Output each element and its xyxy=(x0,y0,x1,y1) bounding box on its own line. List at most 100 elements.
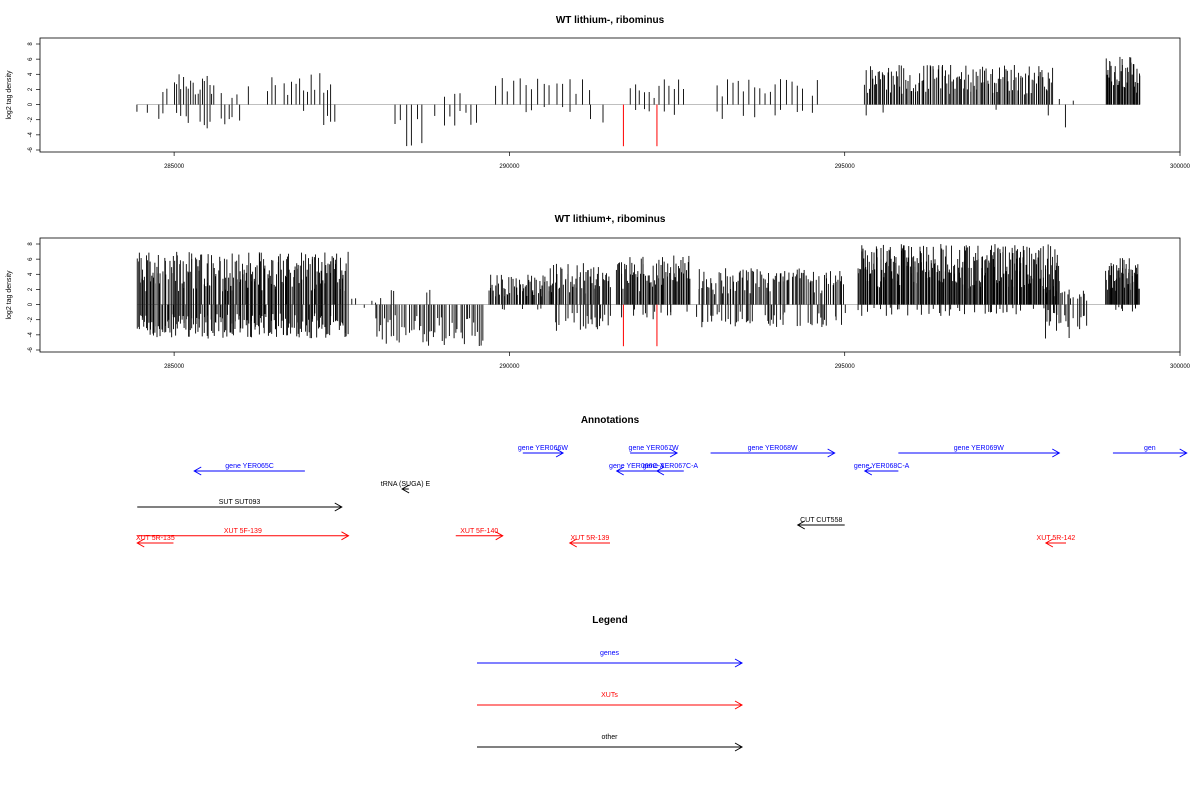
arrow-head xyxy=(827,448,836,458)
y-tick-label: -6 xyxy=(28,347,34,353)
feature-label: gene YER067W xyxy=(629,445,679,452)
y-tick-label: 8 xyxy=(28,242,34,246)
x-axis-ticks: 285000 290000 295000 300000 xyxy=(164,352,1191,370)
arrow-head xyxy=(334,502,343,512)
feature-label: XUT 5F-139 xyxy=(224,528,262,535)
feature-label: XUT 5R-139 xyxy=(570,535,609,542)
arrow-head xyxy=(193,466,202,476)
legend-item: other xyxy=(477,734,744,752)
y-tick-label: 2 xyxy=(28,287,34,291)
y-tick-label: -4 xyxy=(28,132,34,138)
arrow-head xyxy=(1179,448,1188,458)
arrow-head xyxy=(1052,448,1061,458)
x-tick-label: 290000 xyxy=(499,364,520,370)
annotation-feature: gene YER067W xyxy=(629,445,679,458)
track-panel-lithium-minus: WT lithium-, ribominus log2 tag density … xyxy=(6,15,1191,170)
feature-label: XUT 5R-135 xyxy=(136,535,175,542)
legend: Legend genes XUTs other xyxy=(477,615,744,752)
y-axis-ticks: -6 -4 -2 0 2 4 6 8 xyxy=(28,242,40,353)
feature-label: gene YER067C-A xyxy=(643,463,699,470)
annotation-feature: gene YER069W xyxy=(898,445,1061,458)
feature-label: tRNA (SUGA) E xyxy=(381,481,431,488)
x-axis-ticks: 285000 290000 295000 300000 xyxy=(164,152,1191,170)
x-tick-label: 295000 xyxy=(835,364,856,370)
y-tick-label: 4 xyxy=(28,72,34,76)
annotation-feature: gene YER068C-A xyxy=(854,463,910,476)
y-axis-ticks: -6 -4 -2 0 2 4 6 8 xyxy=(28,42,40,153)
x-tick-label: 300000 xyxy=(1170,164,1191,170)
plot-frame xyxy=(39,37,1181,153)
annotation-feature: XUT 5R-139 xyxy=(568,535,610,548)
y-tick-label: -2 xyxy=(28,116,34,122)
arrow-head xyxy=(136,538,145,548)
bar-series xyxy=(136,244,1140,346)
arrow-head xyxy=(669,448,679,458)
arrow-head xyxy=(796,520,806,530)
annotation-feature: gene YER066W xyxy=(518,445,568,458)
x-tick-label: 285000 xyxy=(164,164,185,170)
legend-item: XUTs xyxy=(477,692,744,710)
legend-label: genes xyxy=(600,650,620,657)
plot-frame xyxy=(39,237,1181,353)
y-tick-label: 0 xyxy=(28,302,34,306)
arrow-head xyxy=(734,700,744,710)
y-tick-label: 8 xyxy=(28,42,34,46)
legend-item: genes xyxy=(477,650,744,668)
annotation-feature: gene YER066C-A xyxy=(609,463,665,476)
feature-label: gene YER068W xyxy=(748,445,798,452)
feature-label: XUT 5F-140 xyxy=(460,528,498,535)
annotation-feature: SUT SUT093 xyxy=(137,499,343,512)
feature-label: gene YER068C-A xyxy=(854,463,910,470)
y-tick-label: 4 xyxy=(28,272,34,276)
x-tick-label: 295000 xyxy=(835,164,856,170)
x-tick-label: 285000 xyxy=(164,364,185,370)
arrow-head xyxy=(655,466,665,476)
panel-title: WT lithium+, ribominus xyxy=(555,214,666,225)
red-markers xyxy=(622,304,658,347)
arrow-head xyxy=(555,448,565,458)
arrow-head xyxy=(734,742,744,752)
arrow-head xyxy=(734,658,744,668)
feature-label: XUT 5R-142 xyxy=(1037,535,1076,542)
annotation-feature: XUT 5F-139 xyxy=(137,528,350,541)
y-tick-label: 6 xyxy=(28,57,34,61)
annotation-feature: XUT 5R-135 xyxy=(136,535,175,548)
annotation-features: gene YER065C gene YER066W gene YER067W gene… xyxy=(136,445,1188,548)
arrow-head xyxy=(495,531,504,541)
y-tick-label: 6 xyxy=(28,257,34,261)
y-axis-label: log2 tag density xyxy=(6,270,13,320)
arrow-head xyxy=(568,538,578,548)
y-tick-label: 2 xyxy=(28,87,34,91)
panel-title: WT lithium-, ribominus xyxy=(556,15,665,26)
y-tick-label: -2 xyxy=(28,316,34,322)
feature-label: gen xyxy=(1144,445,1156,452)
annotation-feature: gene YER068W xyxy=(710,445,836,458)
annotation-feature: gen xyxy=(1112,445,1188,458)
annotation-feature: gene YER067C-A xyxy=(643,463,699,476)
arrow-head xyxy=(615,466,624,476)
legend-title: Legend xyxy=(592,615,628,626)
x-tick-label: 300000 xyxy=(1170,364,1191,370)
x-tick-label: 290000 xyxy=(499,164,520,170)
arrow-head xyxy=(341,531,350,541)
feature-label: gene YER065C xyxy=(225,463,274,470)
annotation-feature: CUT CUT558 xyxy=(796,517,845,530)
feature-label: CUT CUT558 xyxy=(800,517,842,524)
bar-series xyxy=(136,56,1141,147)
y-tick-label: -6 xyxy=(28,147,34,153)
feature-label: gene YER066W xyxy=(518,445,568,452)
annotation-feature: gene YER065C xyxy=(193,463,305,476)
legend-label: XUTs xyxy=(601,692,618,699)
feature-label: gene YER069W xyxy=(954,445,1004,452)
arrow-head xyxy=(401,484,410,494)
feature-label: SUT SUT093 xyxy=(219,499,261,506)
annotation-feature: XUT 5R-142 xyxy=(1037,535,1076,548)
y-tick-label: -4 xyxy=(28,332,34,338)
annotation-feature: tRNA (SUGA) E xyxy=(381,481,431,494)
arrow-head xyxy=(863,466,873,476)
annotations-title: Annotations xyxy=(581,415,640,426)
legend-items: genes XUTs other xyxy=(477,650,744,752)
annotation-feature: XUT 5F-140 xyxy=(455,528,504,541)
